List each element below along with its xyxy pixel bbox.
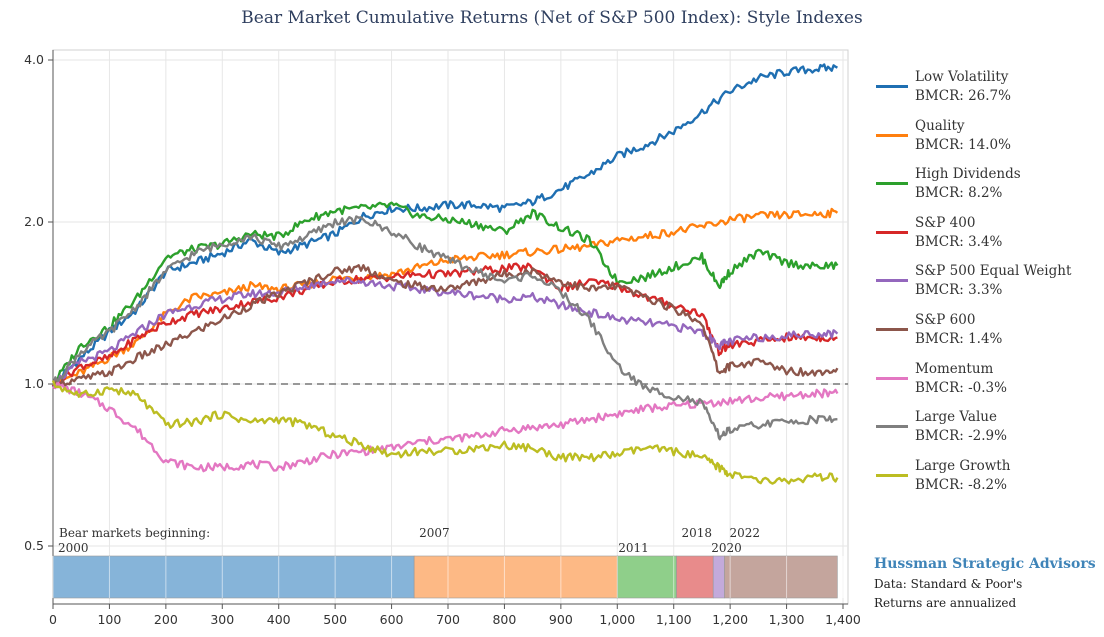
series-line-large-value: [51, 215, 838, 441]
legend-text: Large Growth BMCR: -8.2%: [915, 457, 1010, 495]
returns-note: Returns are annualized: [874, 596, 1017, 610]
bear-market-period: [712, 555, 725, 599]
legend-series-name: Low Volatility: [915, 69, 1009, 85]
legend-item: S&P 400 BMCR: 3.4%: [876, 212, 1101, 261]
legend-series-name: S&P 600: [915, 311, 976, 328]
chart-series-lines: [51, 63, 848, 485]
legend-series-bmcr: BMCR: 3.3%: [915, 282, 1003, 299]
x-tick-label: 800: [492, 612, 516, 627]
chart-title: Bear Market Cumulative Returns (Net of S…: [241, 8, 863, 28]
legend-text: Momentum BMCR: -0.3%: [915, 360, 1007, 398]
legend-item: Quality BMCR: 14.0%: [876, 115, 1101, 164]
legend-series-bmcr: BMCR: 3.4%: [915, 233, 1003, 250]
legend-item: Large Growth BMCR: -8.2%: [876, 455, 1101, 504]
legend-series-bmcr: BMCR: 1.4%: [915, 330, 1003, 347]
series-line-high-dividends: [51, 201, 839, 387]
x-tick-label: 1,300: [769, 612, 805, 627]
bear-market-label: 2007: [419, 526, 450, 540]
legend-item: S&P 600 BMCR: 1.4%: [876, 309, 1101, 358]
legend-swatch: [876, 376, 908, 380]
legend-text: S&P 400 BMCR: 3.4%: [915, 214, 1002, 252]
series-line-momentum: [52, 381, 839, 473]
series-line-s-p-600: [52, 264, 839, 389]
x-tick-label: 600: [380, 612, 404, 627]
chart-axes: 0 100 200 300 400 500 600 700 800 900 1,000 1,100 1,…: [24, 50, 861, 627]
legend-series-bmcr: BMCR: -2.9%: [915, 428, 1007, 445]
bear-market-period: [52, 555, 415, 599]
bear-markets-heading: Bear markets beginning:: [59, 526, 210, 540]
legend-series-name: Momentum: [915, 360, 994, 377]
legend-series-bmcr: BMCR: -0.3%: [915, 379, 1007, 396]
bear-market-strip: Bear markets beginning:20002007201120182…: [52, 526, 844, 599]
legend-item: Momentum BMCR: -0.3%: [876, 358, 1101, 407]
series-line-low-volatility: [51, 63, 838, 387]
legend-swatch: [876, 327, 908, 331]
legend-series-bmcr: BMCR: 26.7%: [915, 88, 1011, 104]
bear-market-label: 2011: [618, 541, 649, 555]
x-tick-label: 500: [323, 612, 347, 627]
legend-series-name: Large Growth: [915, 457, 1011, 474]
chart-legend: Low Volatility BMCR: 26.7% Quality BMCR: 14…: [876, 66, 1101, 503]
y-tick-label: 0.5: [24, 538, 44, 553]
x-tick-label: 100: [97, 612, 121, 627]
series-line-s-p-500-equal-weight: [52, 276, 839, 389]
legend-swatch: [876, 279, 908, 283]
legend-swatch: [876, 133, 908, 137]
legend-item: High Dividends BMCR: 8.2%: [876, 163, 1101, 212]
legend-series-name: Quality: [915, 117, 965, 134]
x-tick-label: 400: [267, 612, 291, 627]
legend-series-bmcr: BMCR: 8.2%: [915, 185, 1003, 202]
legend-series-bmcr: BMCR: -8.2%: [915, 476, 1007, 493]
bear-market-label: 2000: [58, 541, 89, 555]
x-tick-label: 1,400: [825, 612, 861, 627]
legend-text: Quality BMCR: 14.0%: [915, 117, 1011, 155]
legend-series-name: High Dividends: [915, 166, 1021, 183]
x-tick-label: 1,000: [599, 612, 635, 627]
bear-market-period: [676, 555, 714, 599]
y-tick-label: 2.0: [24, 214, 44, 229]
bear-market-label: 2022: [730, 526, 761, 540]
x-tick-label: 900: [549, 612, 573, 627]
legend-swatch: [876, 182, 908, 186]
legend-text: Low Volatility BMCR: 26.7%: [915, 68, 1011, 106]
chart-grid: [52, 49, 849, 605]
x-tick-label: 1,100: [656, 612, 692, 627]
legend-item: Large Value BMCR: -2.9%: [876, 406, 1101, 455]
series-line-s-p-400: [51, 262, 838, 387]
legend-swatch: [876, 473, 908, 477]
brand-name: Hussman Strategic Advisors: [874, 556, 1096, 572]
legend-text: High Dividends BMCR: 8.2%: [915, 165, 1021, 203]
credit-block: Hussman Strategic Advisors Data: Standar…: [874, 556, 1102, 610]
x-tick-label: 200: [154, 612, 178, 627]
legend-series-bmcr: BMCR: 14.0%: [915, 136, 1011, 153]
series-line-quality: [52, 207, 839, 389]
bear-market-label: 2020: [711, 541, 742, 555]
plot-frame: [52, 49, 849, 605]
x-tick-label: 300: [210, 612, 234, 627]
x-tick-label: 1,200: [712, 612, 748, 627]
y-tick-label: 4.0: [24, 52, 44, 67]
legend-series-name: Large Value: [915, 409, 997, 426]
legend-swatch: [876, 85, 908, 88]
bear-market-period: [413, 555, 618, 599]
legend-item: S&P 500 Equal Weight BMCR: 3.3%: [876, 260, 1101, 309]
x-tick-label: 0: [49, 612, 57, 627]
bear-market-period: [724, 555, 838, 599]
legend-text: Large Value BMCR: -2.9%: [915, 408, 1007, 446]
bear-market-label: 2018: [682, 526, 713, 540]
x-tick-label: 700: [436, 612, 460, 627]
y-tick-label: 1.0: [24, 376, 44, 391]
legend-swatch: [876, 425, 908, 429]
data-source: Data: Standard & Poor's: [874, 577, 1023, 591]
legend-item: Low Volatility BMCR: 26.7%: [876, 66, 1101, 115]
legend-swatch: [876, 230, 908, 234]
bear-market-period: [616, 555, 677, 599]
series-line-large-growth: [51, 380, 839, 485]
legend-text: S&P 600 BMCR: 1.4%: [915, 311, 1002, 349]
legend-series-name: S&P 500 Equal Weight: [915, 263, 1072, 280]
legend-series-name: S&P 400: [915, 214, 976, 231]
legend-text: S&P 500 Equal Weight BMCR: 3.3%: [915, 262, 1071, 300]
